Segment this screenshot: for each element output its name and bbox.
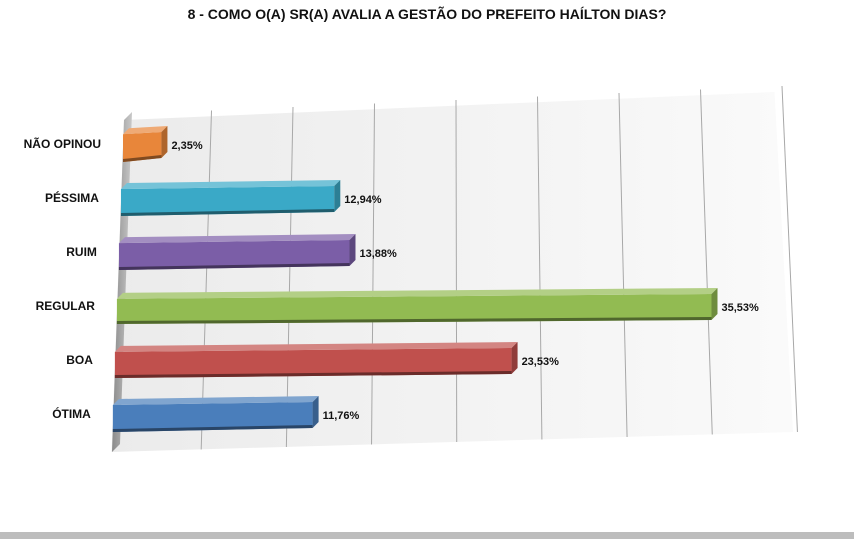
gridline <box>700 89 713 435</box>
category-label: REGULAR <box>36 299 96 313</box>
bar-end <box>161 126 168 158</box>
gridline <box>200 110 212 450</box>
bar-top <box>116 288 718 299</box>
category-label: PÉSSIMA <box>45 190 99 205</box>
gridline <box>781 85 798 433</box>
bar-end <box>711 288 718 320</box>
labels: NÃO OPINOU 2,35% PÉSSIMA 12,94% RUIM 13,88% RE… <box>24 136 759 422</box>
bar-top <box>120 180 341 190</box>
category-label: ÓTIMA <box>52 406 91 421</box>
bar <box>116 288 718 324</box>
bar <box>120 180 341 216</box>
bar-front <box>118 240 350 270</box>
value-label: 35,53% <box>721 302 759 314</box>
category-label: BOA <box>66 353 93 367</box>
bar <box>118 234 356 270</box>
bar-shadow <box>112 425 313 432</box>
bar-end <box>312 396 319 428</box>
bar-end <box>349 234 356 266</box>
bar-top <box>122 126 168 135</box>
gridline <box>537 96 543 440</box>
gridline <box>455 99 458 443</box>
bar-front <box>116 294 712 324</box>
bar-front <box>112 402 313 432</box>
category-label: RUIM <box>66 245 97 259</box>
bar-top <box>114 342 518 352</box>
bar <box>114 342 518 378</box>
gridline <box>285 106 294 448</box>
value-label: 12,94% <box>344 194 382 206</box>
bar-shadow <box>122 155 162 162</box>
bar-end <box>511 342 518 374</box>
bar-top <box>118 234 356 244</box>
bar <box>122 126 168 162</box>
bar-front <box>122 132 162 162</box>
bars <box>112 126 718 432</box>
bar-shadow <box>114 371 512 378</box>
category-label: NÃO OPINOU <box>24 136 101 151</box>
gridline <box>618 92 628 438</box>
bar-shadow <box>118 263 350 270</box>
bar-shadow <box>116 317 712 324</box>
value-label: 23,53% <box>522 356 560 368</box>
bar-front <box>114 348 512 378</box>
bar-shadow <box>120 209 335 216</box>
value-label: 11,76% <box>323 410 360 422</box>
bar <box>112 396 319 432</box>
bar-end <box>334 180 341 212</box>
gridline <box>371 103 375 445</box>
chart-title: 8 - COMO O(A) SR(A) AVALIA A GESTÃO DO P… <box>187 6 667 22</box>
bottom-bar <box>0 532 854 539</box>
gridlines <box>200 85 798 450</box>
bar-front <box>120 186 335 216</box>
value-label: 2,35% <box>171 140 202 152</box>
bar-top <box>112 396 319 405</box>
value-label: 13,88% <box>359 248 397 260</box>
